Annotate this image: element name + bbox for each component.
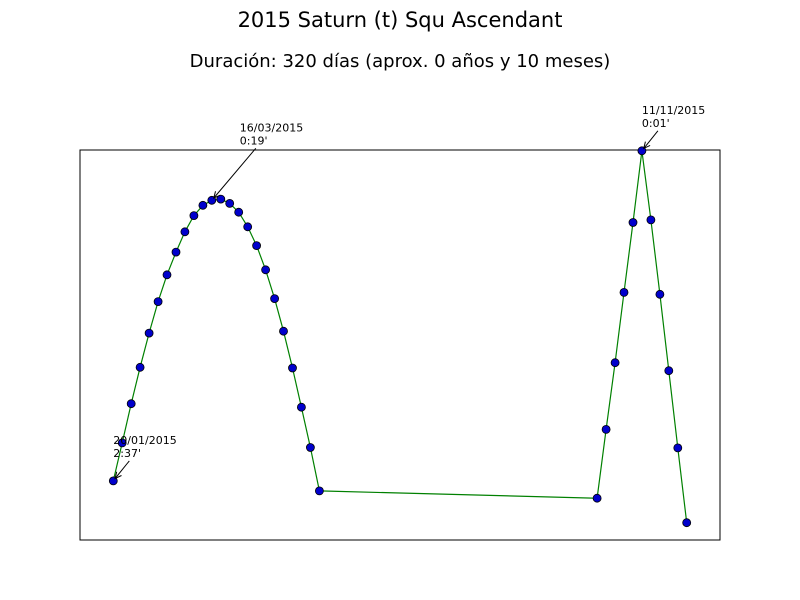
data-point — [592, 493, 602, 503]
data-point — [601, 424, 611, 434]
series-markers — [108, 146, 692, 528]
data-point — [171, 247, 181, 257]
annotation-arrow — [213, 147, 257, 199]
data-point — [646, 215, 656, 225]
annotation-arrowhead — [114, 471, 122, 480]
data-point — [664, 366, 674, 376]
data-point — [126, 399, 136, 409]
data-point — [189, 211, 199, 221]
data-point — [279, 326, 288, 336]
data-point — [314, 486, 324, 496]
data-point — [682, 518, 692, 528]
data-point — [655, 289, 665, 299]
data-point — [305, 443, 315, 452]
annotation-arrow — [643, 130, 659, 149]
annotation-date: 16/03/2015 — [240, 121, 303, 134]
plot-frame — [79, 149, 721, 541]
annotation-arrowhead — [643, 141, 651, 150]
chart-subtitle: Duración: 320 días (aprox. 0 años y 10 m… — [189, 51, 611, 72]
annotation-value: 0:19' — [240, 134, 268, 147]
annotation-date: 11/11/2015 — [642, 104, 705, 117]
data-point — [225, 198, 235, 208]
data-point — [117, 438, 127, 448]
annotation-arrow — [114, 460, 130, 479]
data-point — [673, 443, 683, 453]
annotation-arrowhead — [213, 191, 221, 199]
data-point — [144, 328, 154, 338]
data-point — [619, 287, 629, 297]
data-point — [153, 297, 163, 307]
data-point — [243, 222, 253, 232]
data-point — [288, 363, 297, 373]
data-point — [180, 227, 190, 237]
data-point — [270, 294, 280, 304]
data-point — [162, 270, 172, 280]
data-point — [234, 207, 244, 217]
data-point — [610, 358, 620, 368]
data-point — [198, 200, 208, 210]
data-point — [135, 362, 145, 372]
annotation-value: 2:37' — [113, 447, 141, 460]
annotation-value: 0:01' — [642, 117, 670, 130]
data-point — [261, 265, 271, 275]
data-point — [252, 241, 262, 251]
data-point — [628, 218, 638, 227]
chart-title: 2015 Saturn (t) Squ Ascendant — [237, 8, 563, 32]
annotation-date: 20/01/2015 — [113, 434, 176, 447]
data-point — [296, 402, 306, 412]
data-point — [216, 194, 226, 204]
